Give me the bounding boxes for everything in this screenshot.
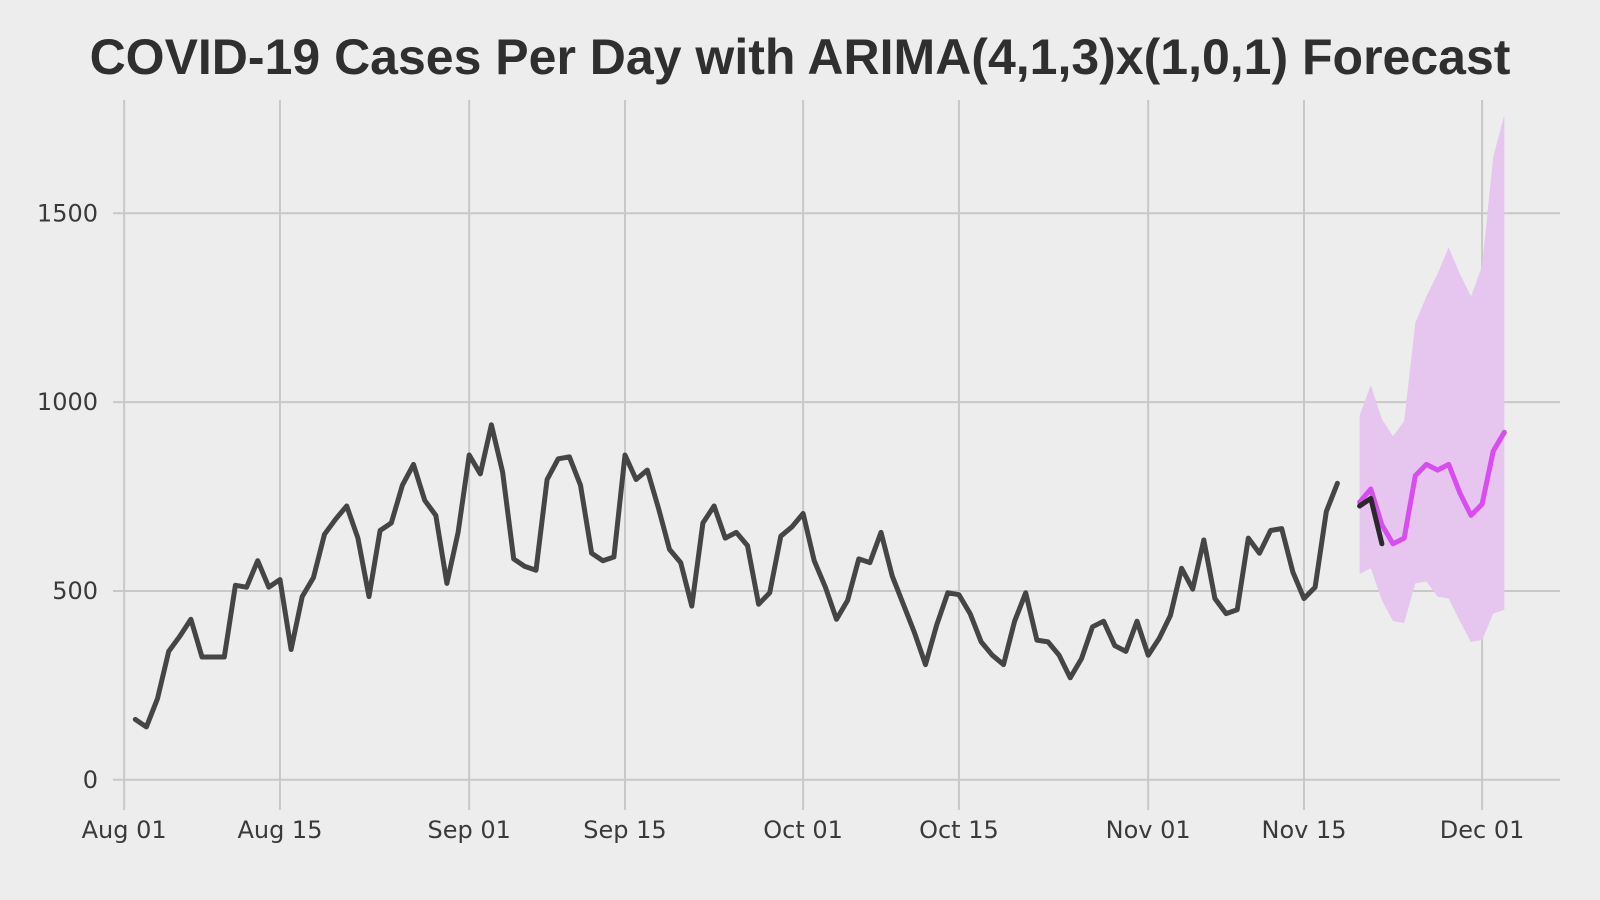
x-tick-label: Oct 15 — [919, 816, 999, 844]
x-tick-label: Sep 01 — [427, 816, 510, 844]
x-tick-label: Nov 01 — [1106, 816, 1191, 844]
chart-title: COVID-19 Cases Per Day with ARIMA(4,1,3)… — [89, 29, 1511, 85]
x-tick-label: Oct 01 — [763, 816, 843, 844]
y-tick-label: 1000 — [37, 388, 98, 416]
series-layer — [132, 422, 1507, 730]
forecast-line — [1357, 429, 1507, 547]
x-tick-label: Dec 01 — [1440, 816, 1525, 844]
y-tick-labels: 0 500 1000 1500 — [37, 199, 98, 793]
x-tick-label: Aug 01 — [82, 816, 167, 844]
y-tick-label: 0 — [83, 766, 98, 794]
x-tick-label: Aug 15 — [237, 816, 322, 844]
x-tick-labels: Aug 01 Aug 15 Sep 01 Sep 15 Oct 01 Oct 15 Nov … — [82, 816, 1525, 844]
observed-recent-line — [1357, 495, 1385, 547]
y-tick-label: 1500 — [37, 199, 98, 227]
grid-layer — [113, 100, 1560, 810]
observed-cases-line — [132, 422, 1340, 730]
x-tick-label: Sep 15 — [583, 816, 666, 844]
y-tick-label: 500 — [52, 577, 98, 605]
x-tick-label: Nov 15 — [1261, 816, 1346, 844]
